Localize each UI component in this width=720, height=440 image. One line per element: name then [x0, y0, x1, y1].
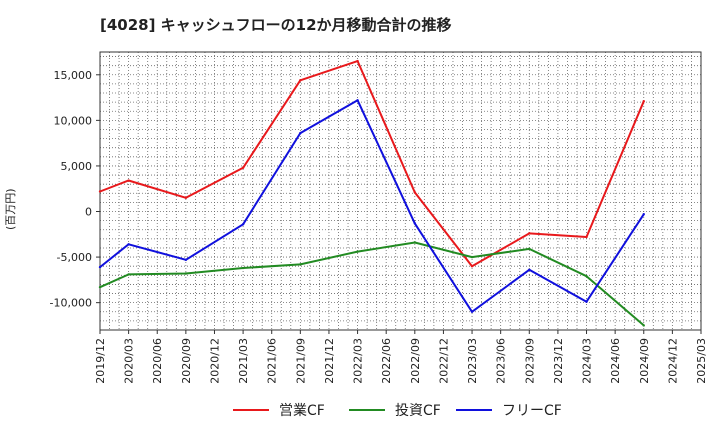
y-tick-label: -10,000 [50, 297, 92, 310]
legend-item-1: 投資CF [349, 400, 441, 420]
series-point-0 [470, 264, 474, 268]
x-tick-label: 2023/12 [552, 338, 565, 384]
series-point-2 [642, 213, 645, 216]
x-tick-label: 2021/12 [323, 338, 336, 384]
series-point-2 [585, 300, 588, 303]
series-point-0 [413, 191, 417, 194]
series-point-1 [585, 275, 588, 278]
series-point-2 [241, 223, 245, 226]
y-tick-label: 0 [85, 206, 92, 219]
chart-plot: 15,000 10,000 5,000 0 -5,000 -10,000 2019/12 20… [50, 51, 708, 384]
series-point-2 [528, 268, 531, 272]
x-tick-label: 2023/03 [466, 338, 479, 384]
series-point-1 [184, 272, 188, 275]
x-tick-label: 2020/03 [123, 338, 136, 384]
legend: 営業CF 投資CF フリーCF [0, 400, 720, 424]
x-tick-label: 2024/03 [581, 338, 594, 384]
series-point-1 [299, 263, 302, 266]
x-tick-label: 2022/09 [409, 338, 422, 384]
series-point-1 [470, 255, 474, 259]
series-point-1 [127, 273, 130, 276]
series-point-1 [528, 247, 531, 251]
series-point-1 [356, 250, 359, 253]
x-tick-label: 2019/12 [94, 338, 107, 384]
series-point-2 [127, 243, 130, 246]
series-point-2 [413, 222, 417, 225]
x-tick-label: 2021/06 [266, 338, 279, 384]
legend-item-0: 営業CF [233, 400, 325, 420]
x-tick-label: 2023/06 [495, 338, 508, 384]
x-tick-label: 2024/12 [666, 338, 679, 384]
series-point-1 [98, 285, 102, 289]
series-point-1 [642, 324, 645, 327]
series-point-2 [98, 265, 102, 269]
y-tick-label: 15,000 [54, 69, 93, 82]
y-tick-label: 5,000 [61, 160, 93, 173]
y-tick-label: -5,000 [57, 251, 92, 264]
series-point-0 [356, 59, 359, 63]
series-point-2 [356, 99, 359, 102]
x-tick-label: 2024/06 [609, 338, 622, 384]
x-tick-label: 2022/12 [437, 338, 450, 384]
series-point-2 [299, 131, 302, 135]
legend-item-2: フリーCF [456, 400, 562, 420]
series-point-0 [528, 232, 531, 235]
x-tick-label: 2020/06 [151, 338, 164, 384]
legend-label: 投資CF [395, 403, 441, 419]
legend-label: フリーCF [502, 403, 562, 419]
x-tick-label: 2025/03 [695, 338, 708, 384]
chart-title: [4028] キャッシュフローの12か月移動合計の推移 [100, 16, 452, 34]
series-point-0 [585, 235, 588, 239]
legend-swatch [456, 409, 492, 411]
series-point-0 [299, 79, 302, 82]
legend-swatch [349, 409, 385, 411]
series-point-0 [642, 100, 645, 103]
x-tick-label: 2021/09 [294, 338, 307, 384]
series-point-0 [127, 179, 130, 182]
series-point-2 [470, 310, 474, 313]
x-tick-label: 2023/09 [523, 338, 536, 384]
y-tick-label: 10,000 [54, 114, 93, 127]
x-tick-label: 2024/09 [638, 338, 651, 384]
legend-swatch [233, 409, 269, 411]
legend-label: 営業CF [279, 403, 325, 419]
x-tick-label: 2020/12 [208, 338, 221, 384]
x-tick-label: 2020/09 [180, 338, 193, 384]
series-point-1 [241, 266, 245, 270]
series-point-0 [98, 190, 102, 193]
series-point-0 [184, 196, 188, 200]
x-tick-label: 2022/06 [380, 338, 393, 384]
series-point-1 [413, 241, 417, 244]
x-tick-label: 2022/03 [352, 338, 365, 384]
series-point-0 [241, 166, 245, 169]
x-tick-label: 2021/03 [237, 338, 250, 384]
series-point-2 [184, 258, 188, 262]
